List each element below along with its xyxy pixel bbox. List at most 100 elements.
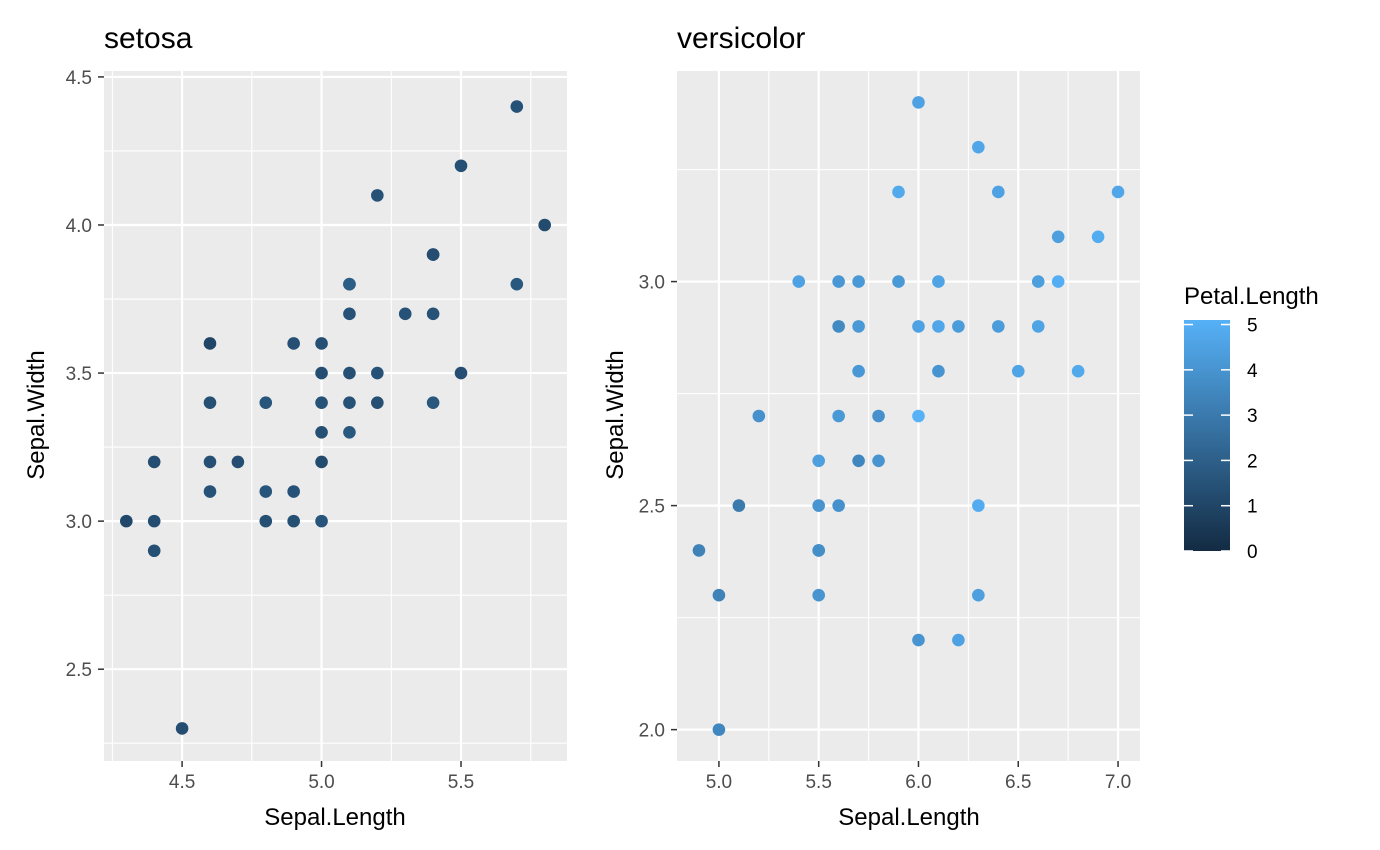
legend-colorbar	[1184, 320, 1230, 551]
versicolor-data-point	[692, 544, 706, 557]
versicolor-y-tick-label: 2.5	[639, 497, 665, 518]
versicolor-data-point	[912, 96, 925, 109]
legend-title: Petal.Length	[1184, 283, 1319, 310]
versicolor-data-point	[972, 140, 985, 154]
setosa-panel: setosa 4.5 5.0 5.5 2.5 3.0 3.5 4.0 4.5 Sepal.Le…	[23, 22, 567, 831]
setosa-data-point	[315, 455, 328, 469]
versicolor-data-point	[852, 364, 865, 378]
setosa-data-point	[398, 307, 412, 321]
versicolor-data-point	[732, 499, 746, 512]
versicolor-data-point	[712, 723, 726, 736]
setosa-data-point	[510, 277, 524, 291]
setosa-x-axis-title: Sepal.Length	[264, 804, 405, 831]
setosa-data-point	[426, 396, 440, 409]
versicolor-data-point	[792, 275, 806, 288]
setosa-data-point	[203, 337, 217, 350]
setosa-data-point	[147, 455, 161, 469]
setosa-data-point	[315, 514, 328, 528]
versicolor-y-axis-title: Sepal.Width	[602, 350, 629, 479]
versicolor-data-point	[932, 364, 945, 378]
versicolor-data-point	[952, 633, 965, 647]
setosa-data-point	[203, 485, 217, 498]
versicolor-data-point	[832, 409, 845, 423]
setosa-data-point	[454, 159, 468, 173]
setosa-panel-background	[104, 71, 567, 761]
versicolor-data-point	[752, 409, 766, 423]
versicolor-x-tick-label: 5.5	[805, 772, 831, 793]
setosa-data-point	[287, 485, 300, 498]
legend-ticks: 0 1 2 3 4 5	[1184, 316, 1258, 563]
setosa-data-point	[203, 455, 217, 469]
versicolor-data-point	[892, 185, 905, 199]
setosa-data-point	[147, 514, 161, 528]
versicolor-data-point	[1051, 230, 1065, 244]
setosa-panel-title: setosa	[104, 22, 193, 55]
versicolor-panel-background	[677, 71, 1140, 761]
setosa-data-point	[231, 455, 245, 469]
setosa-data-point	[343, 425, 356, 439]
versicolor-data-point	[1091, 230, 1105, 244]
versicolor-data-point	[832, 499, 845, 512]
versicolor-data-point	[912, 409, 925, 423]
setosa-data-point	[203, 396, 217, 409]
setosa-data-point	[343, 277, 356, 291]
versicolor-data-point	[1051, 275, 1065, 288]
versicolor-data-point	[812, 588, 825, 602]
versicolor-data-point	[992, 185, 1005, 199]
setosa-data-point	[315, 425, 328, 439]
versicolor-data-point	[832, 320, 845, 333]
setosa-data-point	[426, 248, 440, 261]
versicolor-x-tick-label: 6.5	[1005, 772, 1031, 793]
setosa-panel-plot-area: 4.5 5.0 5.5 2.5 3.0 3.5 4.0 4.5	[66, 68, 567, 793]
setosa-y-tick-label: 2.5	[66, 660, 92, 681]
versicolor-data-point	[1071, 364, 1085, 378]
versicolor-data-point	[992, 320, 1005, 333]
setosa-data-point	[343, 366, 356, 380]
setosa-data-point	[259, 514, 273, 528]
versicolor-data-point	[812, 454, 825, 468]
legend-tick-label: 1	[1247, 497, 1258, 518]
setosa-data-point	[371, 396, 384, 409]
versicolor-data-point	[912, 320, 925, 333]
versicolor-x-tick-label: 7.0	[1105, 772, 1131, 793]
legend-tick-label: 4	[1247, 361, 1258, 382]
setosa-y-axis-title: Sepal.Width	[23, 350, 50, 479]
versicolor-data-point	[712, 588, 726, 602]
setosa-data-point	[538, 218, 551, 232]
setosa-x-tick-label: 5.0	[308, 772, 334, 793]
versicolor-y-tick-label: 3.0	[639, 273, 665, 294]
legend-tick-label: 2	[1247, 451, 1258, 472]
setosa-data-point	[147, 544, 161, 558]
setosa-data-point	[120, 514, 133, 528]
setosa-data-point	[259, 485, 273, 498]
versicolor-data-point	[912, 633, 925, 647]
versicolor-data-point	[1111, 185, 1125, 199]
setosa-data-point	[371, 189, 384, 202]
versicolor-data-point	[852, 320, 865, 333]
versicolor-panel-plot-area: 5.0 5.5 6.0 6.5 7.0 2.0 2.5 3.0	[639, 71, 1140, 793]
versicolor-data-point	[952, 320, 965, 333]
color-legend: Petal.Length 0 1 2 3 4 5	[1184, 283, 1319, 563]
setosa-data-point	[510, 100, 524, 113]
versicolor-data-point	[852, 275, 865, 288]
versicolor-x-tick-label: 5.0	[706, 772, 732, 793]
versicolor-data-point	[812, 544, 825, 557]
versicolor-data-point	[892, 275, 905, 288]
setosa-data-point	[287, 514, 300, 528]
setosa-data-point	[315, 366, 328, 380]
setosa-y-tick-label: 4.5	[66, 68, 92, 89]
versicolor-x-axis-title: Sepal.Length	[838, 804, 979, 831]
versicolor-data-point	[1031, 275, 1045, 288]
versicolor-x-tick-label: 6.0	[905, 772, 931, 793]
versicolor-data-point	[972, 499, 985, 512]
versicolor-data-point	[972, 588, 985, 602]
versicolor-data-point	[1011, 364, 1025, 378]
setosa-y-tick-label: 3.5	[66, 364, 92, 385]
versicolor-data-point	[832, 275, 845, 288]
setosa-x-tick-label: 5.5	[448, 772, 474, 793]
setosa-data-point	[343, 307, 356, 321]
versicolor-y-tick-label: 2.0	[639, 721, 665, 742]
setosa-y-tick-label: 4.0	[66, 216, 92, 237]
versicolor-data-point	[932, 275, 945, 288]
